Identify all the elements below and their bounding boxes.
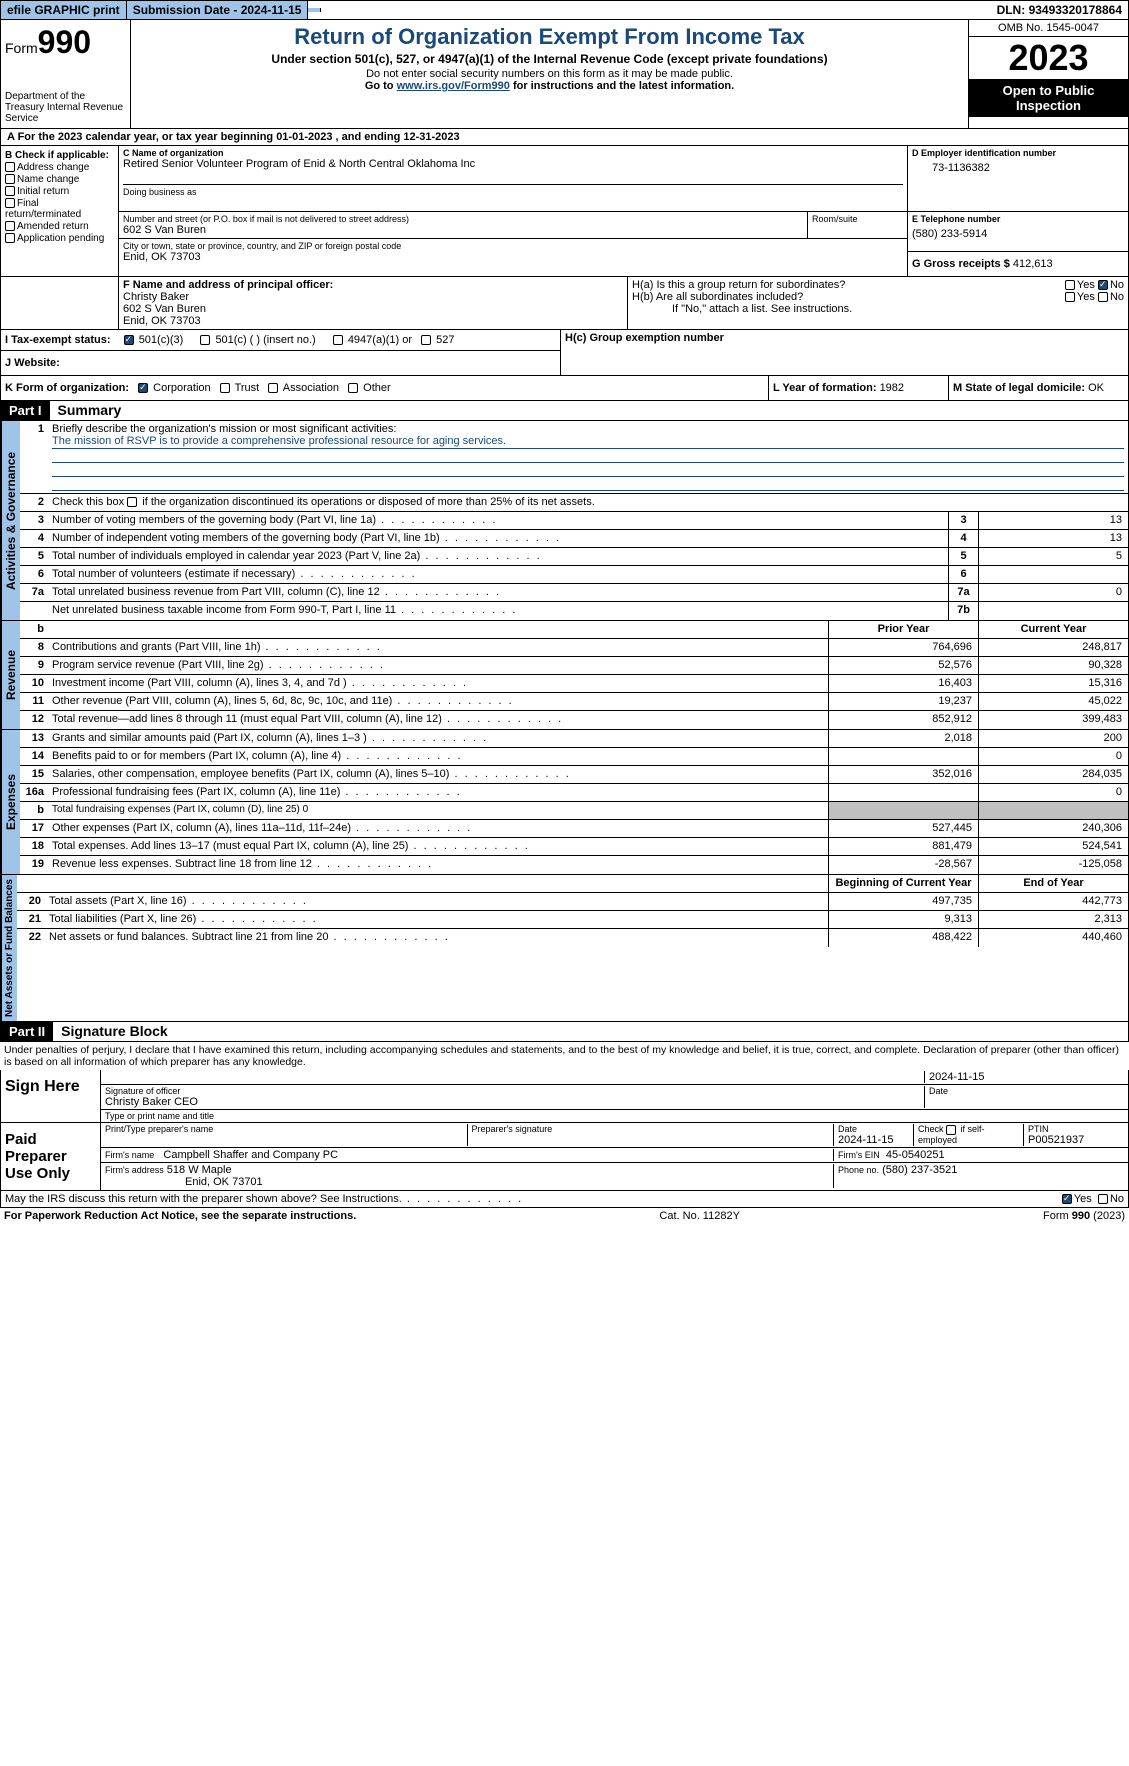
sign-section: Sign Here 2024-11-15 Signature of office… (0, 1070, 1129, 1123)
revenue-row: 9Program service revenue (Part VIII, lin… (20, 657, 1128, 675)
identity-section: B Check if applicable: Address change Na… (0, 146, 1129, 277)
website: J Website: (1, 351, 560, 375)
revenue-row: 12Total revenue—add lines 8 through 11 (… (20, 711, 1128, 729)
gov-row: 4Number of independent voting members of… (20, 530, 1128, 548)
part1-header: Part ISummary (0, 401, 1129, 421)
expense-row: 15Salaries, other compensation, employee… (20, 766, 1128, 784)
tax-year: 2023 (969, 37, 1128, 79)
expense-row: bTotal fundraising expenses (Part IX, co… (20, 802, 1128, 820)
officer-sig: Christy Baker CEO (105, 1096, 924, 1108)
expense-row: 18Total expenses. Add lines 13–17 (must … (20, 838, 1128, 856)
expense-row: 16aProfessional fundraising fees (Part I… (20, 784, 1128, 802)
ssn-note: Do not enter social security numbers on … (135, 68, 964, 80)
top-bar: efile GRAPHIC print Submission Date - 20… (0, 0, 1129, 20)
goto-link: Go to www.irs.gov/Form990 for instructio… (135, 80, 964, 92)
dept-label: Department of the Treasury Internal Reve… (5, 91, 126, 124)
open-public: Open to Public Inspection (969, 79, 1128, 117)
org-name: Retired Senior Volunteer Program of Enid… (123, 158, 903, 170)
gov-row: Net unrelated business taxable income fr… (20, 602, 1128, 620)
officer-name: Christy Baker (123, 291, 623, 303)
firm-name: Campbell Shaffer and Company PC (163, 1149, 338, 1161)
form-title: Return of Organization Exempt From Incom… (135, 24, 964, 50)
expense-row: 13Grants and similar amounts paid (Part … (20, 730, 1128, 748)
efile-label: efile GRAPHIC print (1, 1, 127, 19)
officer-group-row: F Name and address of principal officer:… (0, 277, 1129, 330)
preparer-phone: (580) 237-3521 (882, 1164, 957, 1176)
omb-number: OMB No. 1545-0047 (969, 20, 1128, 37)
revenue-row: 8Contributions and grants (Part VIII, li… (20, 639, 1128, 657)
gov-row: 3Number of voting members of the governi… (20, 512, 1128, 530)
gross-receipts: 412,613 (1013, 258, 1053, 270)
revenue-section: Revenue bPrior YearCurrent Year 8Contrib… (0, 621, 1129, 730)
form-header: Form990 Department of the Treasury Inter… (0, 20, 1129, 129)
part2-header: Part IISignature Block (0, 1022, 1129, 1042)
org-form-row: K Form of organization: Corporation Trus… (0, 376, 1129, 401)
gov-row: 6Total number of volunteers (estimate if… (20, 566, 1128, 584)
netassets-row: 22Net assets or fund balances. Subtract … (17, 929, 1128, 947)
paid-preparer-section: Paid Preparer Use Only Print/Type prepar… (0, 1123, 1129, 1191)
netassets-row: 20Total assets (Part X, line 16)497,7354… (17, 893, 1128, 911)
firm-ein: 45-0540251 (886, 1149, 945, 1161)
street: 602 S Van Buren (123, 224, 803, 236)
netassets-section: Net Assets or Fund Balances Beginning of… (0, 875, 1129, 1022)
phone: (580) 233-5914 (912, 224, 1124, 240)
expenses-section: Expenses 13Grants and similar amounts pa… (0, 730, 1129, 875)
form-number: Form990 (5, 24, 126, 61)
line-a: A For the 2023 calendar year, or tax yea… (0, 129, 1129, 146)
gov-row: 7aTotal unrelated business revenue from … (20, 584, 1128, 602)
declaration: Under penalties of perjury, I declare th… (0, 1042, 1129, 1070)
form-subtitle: Under section 501(c), 527, or 4947(a)(1)… (135, 52, 964, 66)
gov-section: Activities & Governance 1 Briefly descri… (0, 421, 1129, 621)
mission: The mission of RSVP is to provide a comp… (52, 435, 1124, 449)
footer: For Paperwork Reduction Act Notice, see … (0, 1208, 1129, 1224)
ptin: P00521937 (1028, 1134, 1124, 1146)
submission-date: Submission Date - 2024-11-15 (127, 1, 309, 19)
expense-row: 14Benefits paid to or for members (Part … (20, 748, 1128, 766)
expense-row: 17Other expenses (Part IX, column (A), l… (20, 820, 1128, 838)
gov-row: 5Total number of individuals employed in… (20, 548, 1128, 566)
dln: DLN: 93493320178864 (991, 1, 1128, 19)
netassets-row: 21Total liabilities (Part X, line 26)9,3… (17, 911, 1128, 929)
discuss-row: May the IRS discuss this return with the… (0, 1191, 1129, 1208)
irs-url[interactable]: www.irs.gov/Form990 (397, 80, 510, 92)
revenue-row: 11Other revenue (Part VIII, column (A), … (20, 693, 1128, 711)
city: Enid, OK 73703 (123, 251, 903, 263)
revenue-row: 10Investment income (Part VIII, column (… (20, 675, 1128, 693)
expense-row: 19Revenue less expenses. Subtract line 1… (20, 856, 1128, 874)
tax-status-row: I Tax-exempt status: 501(c)(3) 501(c) ( … (0, 330, 1129, 376)
box-b: B Check if applicable: Address change Na… (1, 146, 119, 276)
ein: 73-1136382 (912, 158, 1124, 174)
